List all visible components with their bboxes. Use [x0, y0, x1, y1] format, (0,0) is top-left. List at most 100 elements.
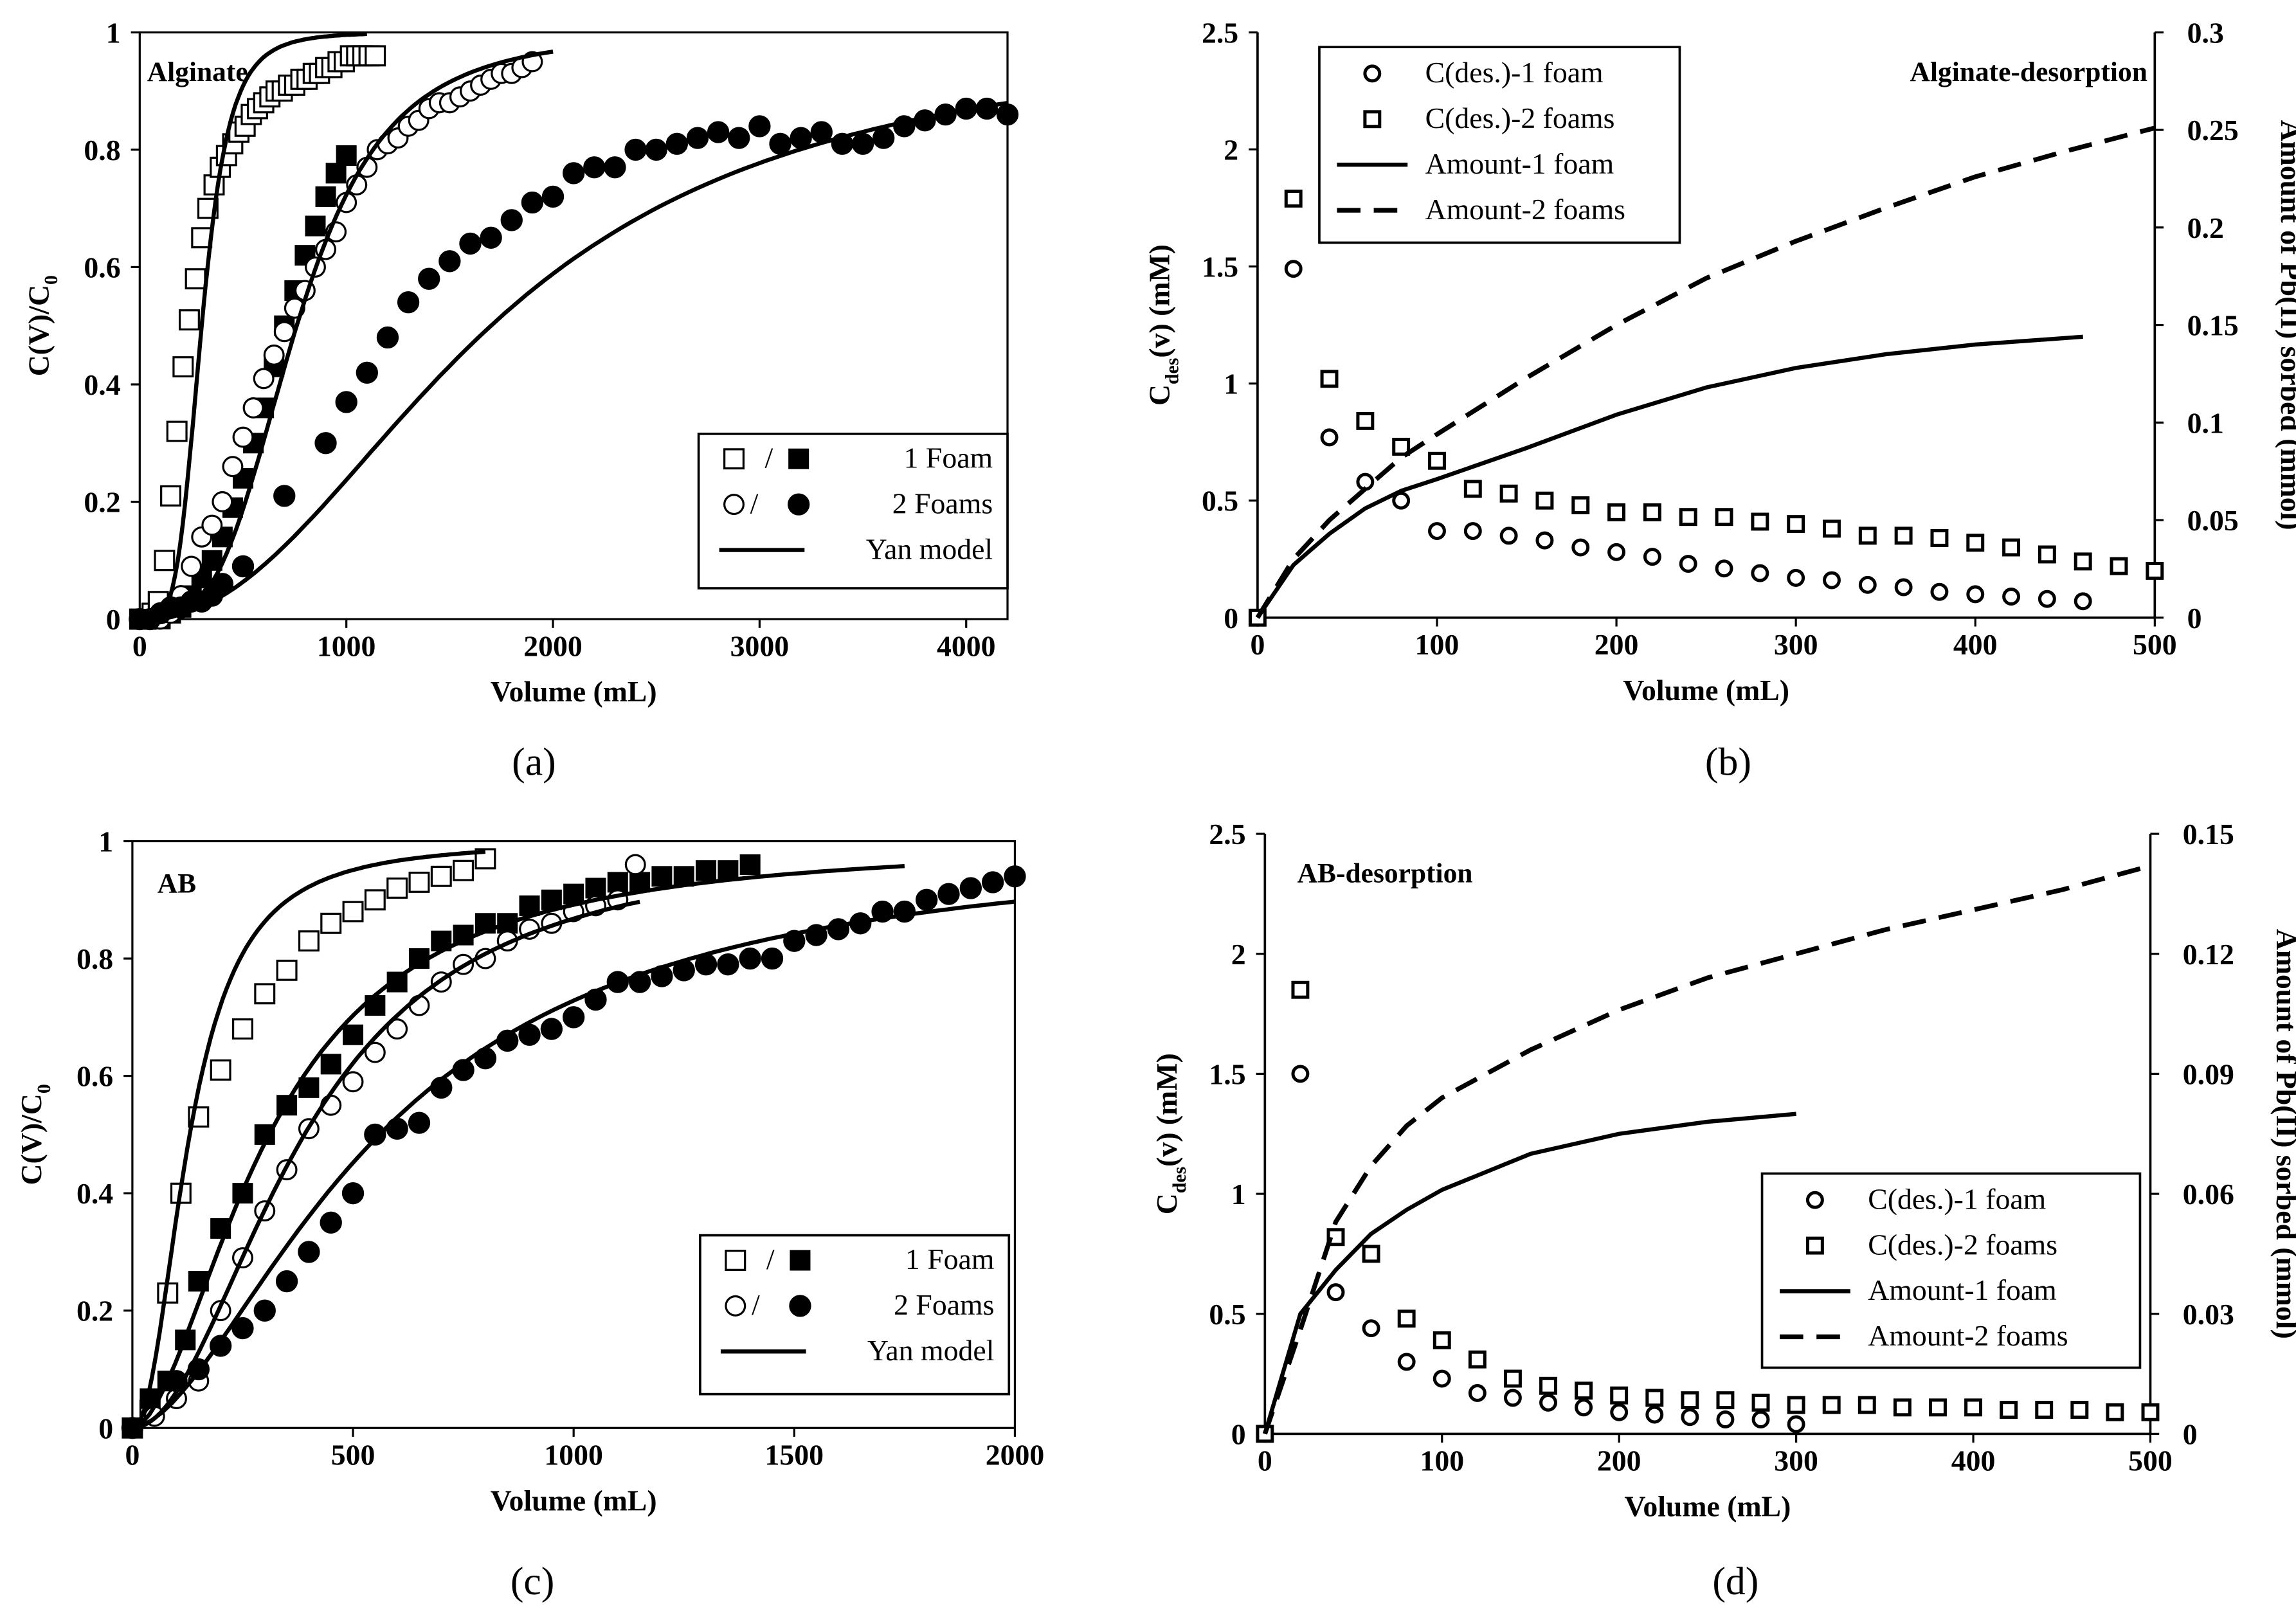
data-point [1894, 578, 1913, 597]
data-point [761, 947, 784, 970]
data-point [1679, 508, 1697, 526]
data-point [263, 344, 285, 366]
data-point [1291, 1065, 1310, 1083]
x-tick-label: 100 [1420, 1444, 1464, 1477]
data-point [563, 1006, 585, 1029]
x-tick-label: 1000 [317, 629, 376, 662]
y2-tick-label: 0.2 [2187, 212, 2224, 244]
data-point [645, 138, 667, 161]
data-point [500, 209, 523, 231]
y-axis-label: C(V)/C0 [22, 275, 62, 376]
data-point [607, 872, 628, 893]
legend-label: C(des.)-2 foams [1868, 1228, 2057, 1261]
data-point [872, 127, 895, 149]
y2-tick-label: 0.03 [2183, 1298, 2234, 1331]
data-point [739, 854, 761, 876]
data-point [1751, 1393, 1770, 1412]
data-point [748, 115, 771, 138]
data-point [1715, 559, 1733, 578]
data-point [314, 432, 337, 455]
data-point [1575, 1398, 1593, 1417]
data-point [1610, 1386, 1629, 1405]
y-tick-label: 0 [106, 603, 121, 636]
data-point [1503, 1369, 1522, 1388]
y2-axis-label: Amount of Pb(II) sorbed (mmol) [2275, 120, 2296, 530]
legend-label: C(des.)-1 foam [1868, 1182, 2046, 1215]
data-point [166, 420, 188, 442]
data-point [232, 426, 254, 448]
y-tick-label: 2.5 [1209, 818, 1245, 851]
data-point [1356, 411, 1375, 430]
data-point [356, 361, 378, 384]
series-line [140, 32, 367, 622]
legend-box [697, 433, 1009, 590]
series-line [132, 899, 640, 1430]
data-point [178, 309, 200, 331]
data-point [686, 127, 709, 149]
panel-title: AB [158, 869, 196, 899]
data-point [365, 45, 386, 67]
data-point [1607, 503, 1626, 521]
data-point [2000, 1401, 2018, 1419]
y-tick-label: 1 [1224, 368, 1238, 401]
y-tick-label: 0.4 [84, 368, 120, 401]
series-line [131, 863, 905, 1430]
y-tick-label: 1 [1231, 1178, 1246, 1210]
data-point [386, 878, 408, 899]
y-tick-label: 0 [1231, 1418, 1246, 1450]
legend: / 1 Foam / 2 Foams Yan model [699, 1234, 1011, 1396]
data-point [175, 1329, 196, 1351]
data-point [231, 1317, 254, 1340]
series-3 [1262, 863, 2151, 1435]
x-tick-label: 0 [1258, 1444, 1272, 1477]
y-axis-label-main: C(V)/C [22, 285, 55, 376]
data-point [172, 356, 194, 378]
series-line [1263, 1112, 1796, 1435]
y-axis-label-tail: (v) (mM) [1150, 1053, 1183, 1167]
data-point [459, 232, 482, 255]
data-point [2035, 1401, 2054, 1419]
data-point [222, 456, 244, 478]
x-tick-label: 300 [1774, 628, 1818, 661]
legend-slash: / [752, 1288, 760, 1321]
series-5 [140, 50, 554, 622]
data-point [273, 485, 296, 507]
data-point [1392, 437, 1411, 456]
x-tick-label: 0 [132, 629, 147, 662]
legend-slash: / [750, 487, 759, 519]
data-point [1858, 526, 1877, 545]
data-point [1929, 1398, 1947, 1417]
data-point [1397, 1353, 1416, 1371]
data-point [212, 491, 233, 512]
legend-marker [789, 1295, 811, 1317]
data-point [1535, 491, 1554, 510]
data-point [1858, 575, 1877, 594]
data-point [717, 953, 739, 976]
y-tick-label: 1 [106, 16, 121, 49]
data-point [1320, 428, 1339, 447]
y2-tick-label: 0.12 [2183, 938, 2234, 971]
series-0 [129, 45, 386, 630]
data-point [2070, 1401, 2089, 1419]
data-point [1535, 531, 1554, 550]
series-line [1262, 863, 2151, 1435]
x-tick-label: 300 [1774, 1444, 1818, 1477]
series-7 [132, 899, 1015, 1430]
data-point [364, 889, 386, 911]
data-point [408, 1112, 431, 1134]
data-point [201, 514, 223, 536]
data-point [1499, 526, 1518, 545]
data-point [336, 145, 357, 166]
data-point [1787, 568, 1805, 587]
data-point [253, 368, 275, 390]
data-point [1643, 503, 1661, 521]
data-point [1643, 548, 1661, 566]
y-tick-label: 1.5 [1202, 251, 1238, 284]
y2-tick-label: 0.15 [2183, 818, 2234, 851]
series-line [131, 849, 486, 1430]
data-point [231, 1018, 253, 1040]
data-point [210, 1059, 231, 1081]
data-point [1004, 865, 1026, 888]
data-point [341, 1182, 365, 1205]
data-point [430, 865, 452, 887]
